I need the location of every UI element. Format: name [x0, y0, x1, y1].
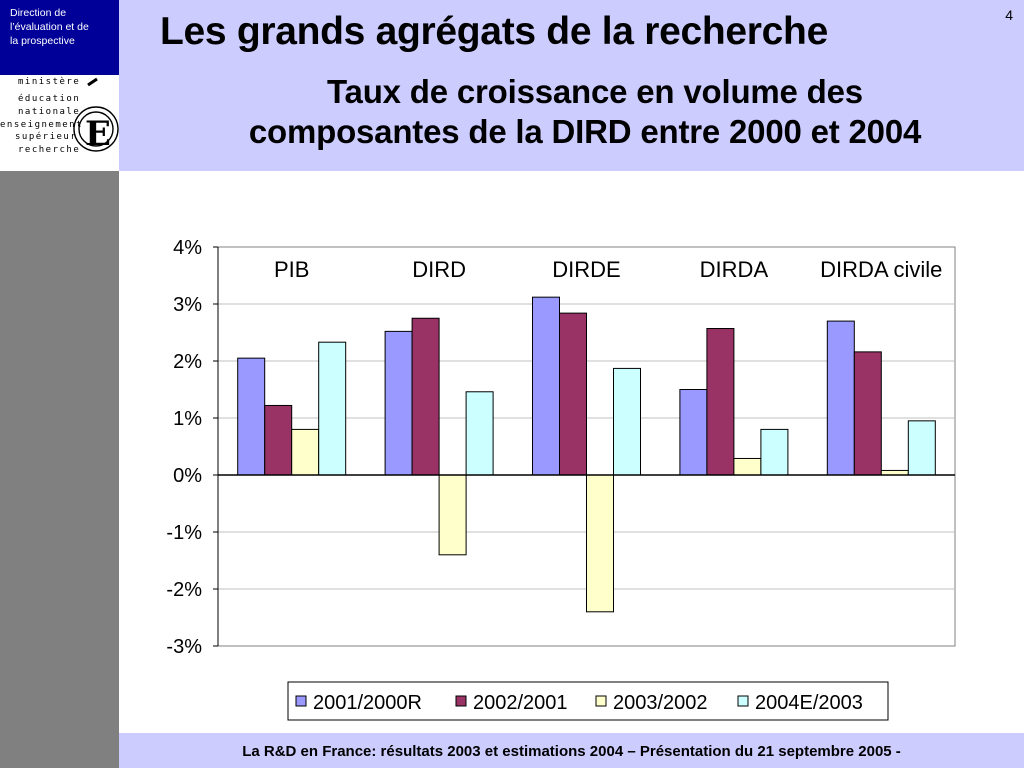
bar	[264, 404, 293, 476]
bar	[532, 296, 560, 476]
y-tick-label: 4%	[173, 237, 202, 259]
y-tick-label: 2%	[173, 351, 202, 373]
legend-swatch	[595, 695, 607, 707]
left-panel	[0, 171, 119, 768]
legend-swatch	[455, 695, 467, 707]
logo-line-3: nationale	[18, 107, 81, 117]
bar	[318, 341, 347, 476]
logo-line-2: éducation	[18, 94, 81, 104]
category-label: DIRDA	[700, 257, 769, 282]
y-tick-label: 0%	[173, 465, 202, 487]
bar	[411, 317, 440, 476]
bar	[586, 474, 614, 613]
page-number: 4	[1005, 7, 1013, 23]
logo-letter: E	[85, 114, 111, 154]
bar	[384, 330, 413, 476]
legend-label: 2002/2001	[473, 692, 568, 714]
bar	[679, 389, 708, 476]
y-tick-label: -1%	[166, 522, 202, 544]
legend-swatch	[295, 695, 307, 707]
direction-line-3: la prospective	[10, 35, 75, 47]
bar	[826, 320, 855, 476]
y-tick-label: 3%	[173, 294, 202, 316]
bar	[438, 474, 467, 556]
logo-line-5: supérieur	[15, 132, 78, 142]
legend-label: 2003/2002	[613, 692, 708, 714]
logo-emblem-icon: E	[73, 77, 119, 154]
bar	[559, 312, 587, 476]
footer-band: La R&D en France: résultats 2003 et esti…	[119, 733, 1024, 768]
bar	[760, 428, 789, 476]
bar-chart: 4% 3% 2% 1% 0% -1% -2% -3% PIB DIRD DIRDE DIRDA DIRD…	[166, 237, 956, 721]
bar	[706, 328, 735, 476]
header-band	[0, 0, 1024, 171]
bar	[291, 428, 320, 476]
legend-label: 2001/2000R	[313, 692, 422, 714]
logo-line-4: enseignement	[0, 120, 84, 130]
subtitle-line-1: Taux de croissance en volume des	[327, 73, 863, 110]
ministry-logo: E ministère éducation nationale enseigne…	[0, 75, 119, 171]
page-title: Les grands agrégats de la recherche	[160, 10, 828, 53]
subtitle-line-2: composantes de la DIRD entre 2000 et 200…	[248, 113, 922, 150]
bar	[237, 357, 266, 476]
legend-swatch	[737, 695, 749, 707]
direction-line-1: Direction de	[10, 7, 67, 19]
chart-subtitle: Taux de croissance en volume des composa…	[150, 72, 1020, 152]
y-tick-label: -3%	[166, 636, 202, 658]
logo-line-1: ministère	[18, 77, 81, 87]
logo-line-6: recherche	[18, 145, 81, 155]
category-label: PIB	[274, 257, 309, 282]
category-label: DIRD	[412, 257, 466, 282]
bar	[853, 351, 882, 476]
direction-box: Direction de l’évaluation et de la prosp…	[0, 0, 119, 75]
y-tick-label: -2%	[166, 579, 202, 601]
bar	[613, 367, 641, 476]
bar	[465, 391, 494, 476]
direction-line-2: l’évaluation et de	[10, 21, 89, 33]
category-label: DIRDA civile	[820, 257, 942, 282]
legend-label: 2004E/2003	[755, 692, 863, 714]
bar	[907, 420, 936, 476]
legend-box	[287, 681, 889, 721]
bar	[733, 457, 762, 476]
y-tick-label: 1%	[173, 408, 202, 430]
footer-text: La R&D en France: résultats 2003 et esti…	[242, 743, 901, 760]
category-label: DIRDE	[552, 257, 620, 282]
